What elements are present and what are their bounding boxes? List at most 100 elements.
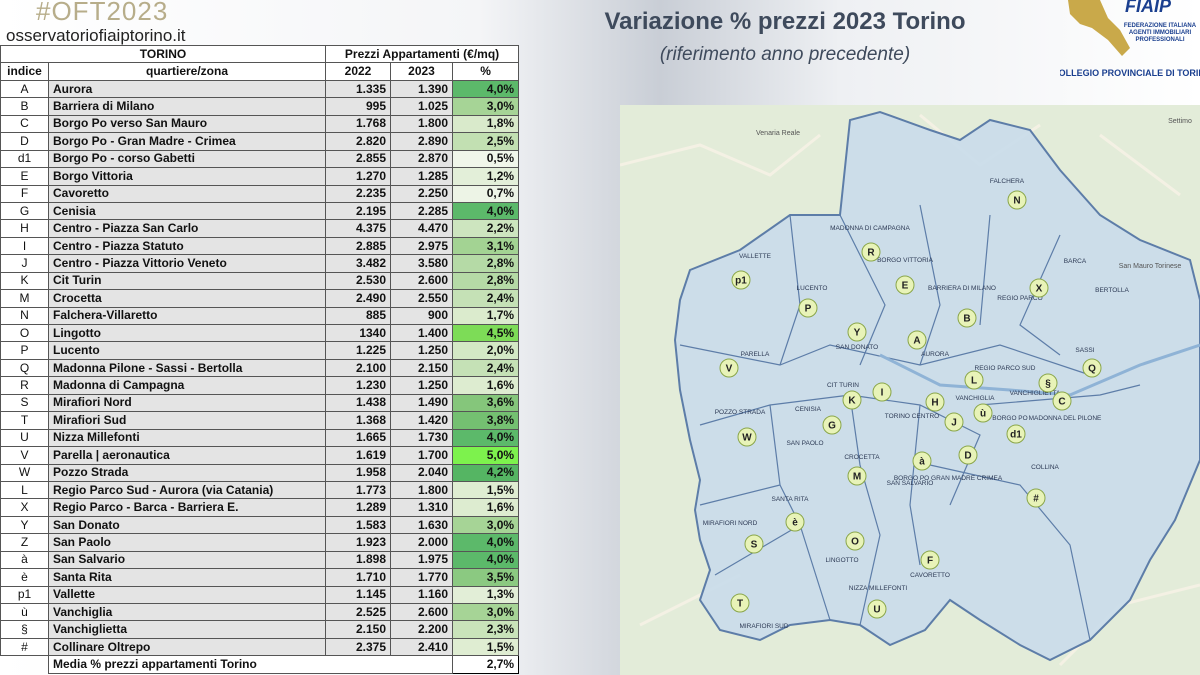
marker-circle [920, 550, 940, 570]
district-label: NIZZA MILLEFONTI [849, 585, 908, 592]
table-cell: Vanchiglietta [47, 620, 327, 639]
table-cell: 1,7% [452, 306, 520, 326]
table-cell: 900 [390, 306, 454, 326]
table-cell: 1.289 [325, 498, 392, 517]
table-cell: 2,4% [452, 358, 520, 378]
table-cell: Madonna Pilone - Sassi - Bertolla [47, 358, 327, 378]
table-cell: è [0, 568, 49, 587]
district-label: COLLINA [1031, 464, 1059, 471]
table-row: B Barriera di Milano 995 1.025 3,0% [0, 97, 520, 116]
table-cell: I [0, 236, 49, 256]
table-cell: 2.200 [390, 620, 454, 639]
table-cell: 3,0% [452, 602, 520, 622]
table-cell: 1.250 [390, 376, 454, 395]
table-cell: 2.410 [390, 637, 454, 657]
table-cell: 1.025 [390, 97, 454, 116]
table-cell: 1.975 [390, 550, 454, 570]
hashtag: #OFT2023 [36, 0, 169, 26]
table-cell: 2,3% [452, 620, 520, 639]
marker-label: Q [1088, 364, 1096, 375]
district-label: BARRIERA DI MILANO [928, 285, 996, 292]
table-cell: San Paolo [47, 533, 327, 552]
table-cell: 1.773 [325, 480, 392, 500]
marker-circle [1029, 278, 1049, 298]
table-cell: Y [0, 515, 49, 535]
marker-label: Y [854, 328, 861, 339]
table-cell: 2,0% [452, 341, 520, 360]
table-cell: 3.580 [390, 254, 454, 273]
table-cell: Lingotto [47, 323, 327, 343]
table-row: è Santa Rita 1.710 1.770 3,5% [0, 568, 520, 587]
marker-circle [737, 427, 757, 447]
column-header: indice [0, 62, 49, 81]
table-row: M Crocetta 2.490 2.550 2,4% [0, 289, 520, 308]
table-cell: Borgo Po - Gran Madre - Crimea [47, 132, 327, 151]
table-cell: 3,6% [452, 393, 520, 413]
table-cell: Regio Parco - Barca - Barriera E. [47, 498, 327, 517]
district-label: CENISIA [795, 406, 822, 413]
table-cell: Centro - Piazza Statuto [47, 236, 327, 256]
table-row: p1 Vallette 1.145 1.160 1,3% [0, 585, 520, 605]
marker-label: # [1033, 494, 1039, 505]
table-cell: O [0, 323, 49, 343]
table-cell: Santa Rita [47, 568, 327, 587]
table-cell: 1,5% [452, 480, 520, 500]
table-cell: Crocetta [47, 289, 327, 308]
footer-row: Media % prezzi appartamenti Torino 2,7% [1, 655, 520, 674]
table-cell: Borgo Po - corso Gabetti [47, 149, 327, 169]
marker-circle [957, 308, 977, 328]
marker-label: X [1036, 284, 1043, 295]
marker-label: O [851, 537, 859, 548]
table-cell: 2.040 [390, 463, 454, 482]
marker-circle [925, 392, 945, 412]
column-header: % [452, 62, 520, 81]
marker-circle [1038, 373, 1058, 393]
table-cell: P [0, 341, 49, 360]
table-row: à San Salvario 1.898 1.975 4,0% [0, 550, 520, 570]
table-cell: Cenisia [47, 201, 327, 221]
table-cell: 1,6% [452, 376, 520, 395]
table-row: F Cavoretto 2.235 2.250 0,7% [0, 184, 520, 203]
marker-label: S [751, 540, 758, 551]
district-label: SAN PAOLO [786, 440, 823, 447]
marker-circle [912, 451, 932, 471]
table-cell: G [0, 201, 49, 221]
table-cell: 1.768 [325, 114, 392, 134]
table-row: ù Vanchiglia 2.525 2.600 3,0% [0, 602, 520, 622]
table-cell: 1.665 [325, 428, 392, 448]
table-cell: 2,8% [452, 271, 520, 291]
table-cell: 2.820 [325, 132, 392, 151]
table-cell: Q [0, 358, 49, 378]
table-row: R Madonna di Campagna 1.230 1.250 1,6% [0, 376, 520, 395]
marker-circle [1082, 358, 1102, 378]
table-cell: 2,5% [452, 132, 520, 151]
table-cell: 1,2% [452, 167, 520, 186]
marker-circle [867, 599, 887, 619]
table-cell: J [0, 254, 49, 273]
marker-label: H [931, 398, 938, 409]
table-row: S Mirafiori Nord 1.438 1.490 3,6% [0, 393, 520, 413]
table-row: A Aurora 1.335 1.390 4,0% [0, 79, 520, 99]
table-cell: 1.438 [325, 393, 392, 413]
table-row: § Vanchiglietta 2.150 2.200 2,3% [0, 620, 520, 639]
table-cell: 2.525 [325, 602, 392, 622]
column-header: 2023 [390, 62, 454, 81]
logo-line: AGENTI IMMOBILIARI [1129, 30, 1192, 36]
table-row: G Cenisia 2.195 2.285 4,0% [0, 201, 520, 221]
table-cell: Cit Turin [47, 271, 327, 291]
table-cell: 2,4% [452, 289, 520, 308]
marker-circle [1007, 190, 1027, 210]
table-cell: H [0, 219, 49, 238]
table-cell: 5,0% [452, 446, 520, 465]
table-cell: 2.855 [325, 149, 392, 169]
marker-circle [847, 322, 867, 342]
table-row: X Regio Parco - Barca - Barriera E. 1.289 1… [0, 498, 520, 517]
district-label: CROCETTA [844, 454, 880, 461]
marker-circle [861, 242, 881, 262]
table-row: T Mirafiori Sud 1.368 1.420 3,8% [0, 411, 520, 430]
marker-label: p1 [735, 276, 747, 287]
table-row: E Borgo Vittoria 1.270 1.285 1,2% [0, 167, 520, 186]
table-cell: S [0, 393, 49, 413]
table-cell: 1.583 [325, 515, 392, 535]
table-row: U Nizza Millefonti 1.665 1.730 4,0% [0, 428, 520, 448]
